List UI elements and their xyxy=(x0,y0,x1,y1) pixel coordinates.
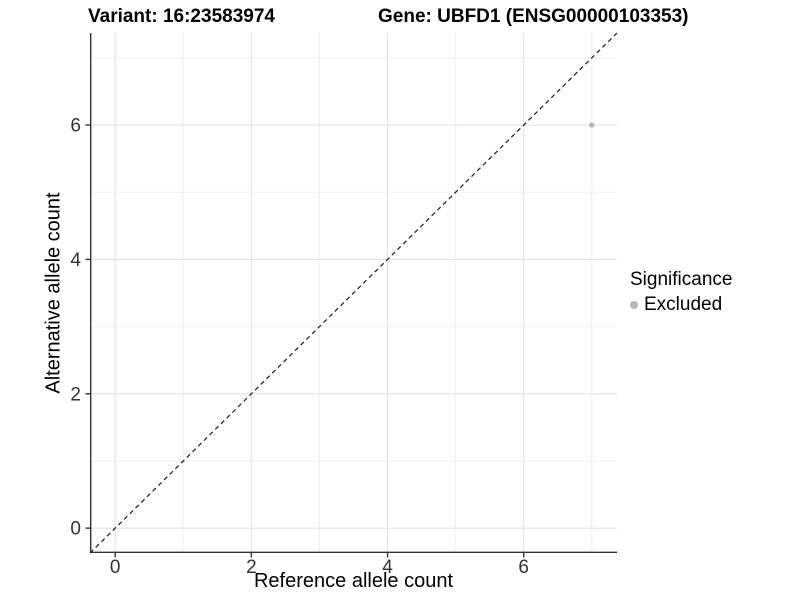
y-tick-label: 0 xyxy=(70,519,81,540)
plot-panel: 0 2 4 6 0 2 4 6 xyxy=(70,32,618,578)
y-tick-label: 2 xyxy=(70,384,81,405)
y-tick-label: 6 xyxy=(70,116,81,137)
plot-area: 0 2 4 6 0 2 4 6 xyxy=(70,32,618,578)
legend-item-excluded: Excluded xyxy=(630,294,732,316)
data-point xyxy=(589,122,595,128)
x-tick-label: 2 xyxy=(246,557,257,578)
plot-title-gene: Gene: UBFD1 (ENSG00000103353) xyxy=(378,6,689,27)
x-tick-label: 6 xyxy=(518,557,529,578)
legend-item-label: Excluded xyxy=(644,294,723,315)
x-tick-label: 4 xyxy=(382,557,393,578)
identity-dashed-line xyxy=(89,32,618,554)
legend: Significance Excluded xyxy=(630,268,732,316)
y-axis-title: Alternative allele count xyxy=(42,192,65,394)
x-axis-title: Reference allele count xyxy=(253,570,453,592)
y-tick-label: 4 xyxy=(70,250,81,271)
legend-title: Significance xyxy=(630,269,733,290)
x-tick-label: 0 xyxy=(110,557,121,578)
plot-title-variant: Variant: 16:23583974 xyxy=(88,6,275,27)
legend-point-icon xyxy=(630,301,638,309)
